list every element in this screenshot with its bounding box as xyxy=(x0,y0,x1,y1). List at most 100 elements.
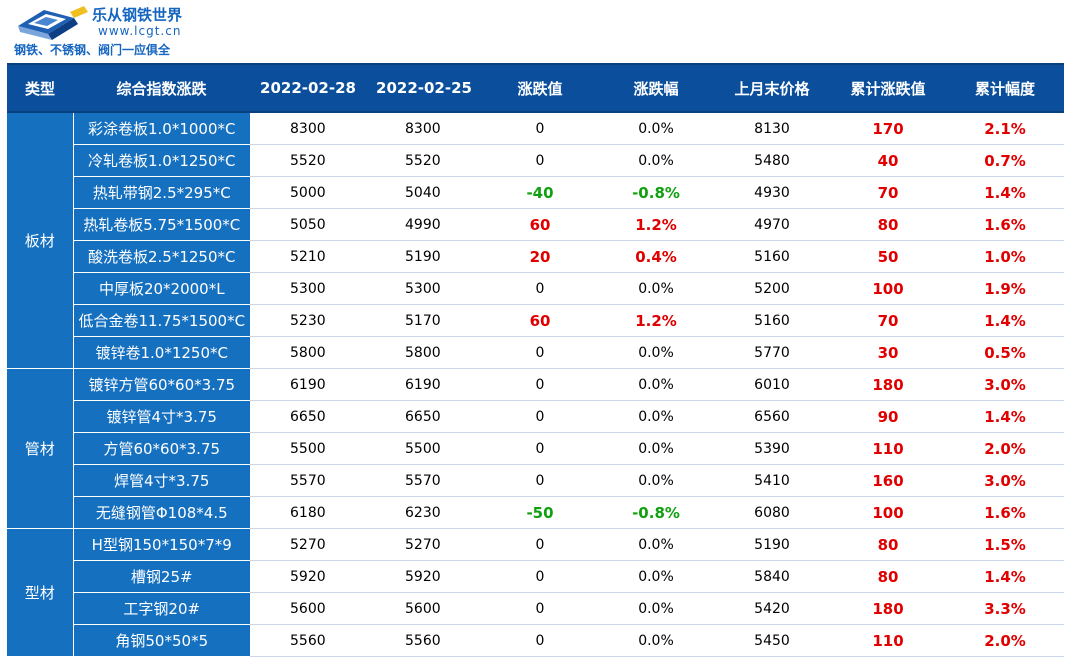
table-row: 槽钢25# 5920 5920 0 0.0% 5840 80 1.4% xyxy=(7,560,1064,593)
last-month-price-cell: 5190 xyxy=(714,528,830,561)
cumulative-pct-cell: 1.5% xyxy=(946,528,1064,561)
cumulative-change-cell: 70 xyxy=(830,304,946,337)
product-name-cell: 低合金卷11.75*1500*C xyxy=(72,304,250,337)
cumulative-pct-cell: 1.4% xyxy=(946,176,1064,209)
steel-price-index-table: 类型 综合指数涨跌 2022-02-28 2022-02-25 涨跌值 涨跌幅 … xyxy=(7,63,1064,657)
last-month-price-cell: 4930 xyxy=(714,176,830,209)
change-pct-cell: 0.0% xyxy=(598,592,714,625)
change-value-cell: 0 xyxy=(482,592,598,625)
cumulative-pct-cell: 2.1% xyxy=(946,112,1064,145)
change-value-cell: 0 xyxy=(482,560,598,593)
brand-name: 乐从钢铁世界 xyxy=(92,6,183,24)
last-month-price-cell: 6080 xyxy=(714,496,830,529)
cumulative-pct-cell: 1.4% xyxy=(946,560,1064,593)
product-name-cell: 槽钢25# xyxy=(72,560,250,593)
price-current-cell: 5050 xyxy=(250,208,366,241)
change-pct-cell: 0.0% xyxy=(598,432,714,465)
header-change-pct: 涨跌幅 xyxy=(598,63,714,113)
change-pct-cell: 0.0% xyxy=(598,368,714,401)
change-value-cell: 0 xyxy=(482,624,598,657)
price-previous-cell: 5600 xyxy=(366,592,482,625)
table-row: 热轧带钢2.5*295*C 5000 5040 -40 -0.8% 4930 70 1.4% xyxy=(7,176,1064,209)
cumulative-pct-cell: 1.4% xyxy=(946,400,1064,433)
cumulative-pct-cell: 1.6% xyxy=(946,208,1064,241)
price-previous-cell: 5920 xyxy=(366,560,482,593)
product-name-cell: 热轧带钢2.5*295*C xyxy=(72,176,250,209)
price-previous-cell: 5570 xyxy=(366,464,482,497)
price-current-cell: 5560 xyxy=(250,624,366,657)
table-header-row: 类型 综合指数涨跌 2022-02-28 2022-02-25 涨跌值 涨跌幅 … xyxy=(7,63,1064,113)
price-current-cell: 5210 xyxy=(250,240,366,273)
cumulative-change-cell: 80 xyxy=(830,528,946,561)
last-month-price-cell: 5160 xyxy=(714,304,830,337)
price-current-cell: 5300 xyxy=(250,272,366,305)
cumulative-change-cell: 70 xyxy=(830,176,946,209)
last-month-price-cell: 5770 xyxy=(714,336,830,369)
price-current-cell: 6190 xyxy=(250,368,366,401)
change-value-cell: 0 xyxy=(482,528,598,561)
header-item: 综合指数涨跌 xyxy=(73,63,250,113)
header-type: 类型 xyxy=(7,63,73,113)
cumulative-change-cell: 100 xyxy=(830,272,946,305)
cumulative-change-cell: 90 xyxy=(830,400,946,433)
last-month-price-cell: 6010 xyxy=(714,368,830,401)
header-cumulative-change: 累计涨跌值 xyxy=(830,63,946,113)
price-current-cell: 5600 xyxy=(250,592,366,625)
change-value-cell: 20 xyxy=(482,240,598,273)
price-current-cell: 5270 xyxy=(250,528,366,561)
product-name-cell: 彩涂卷板1.0*1000*C xyxy=(72,112,250,145)
table-row: 镀锌管4寸*3.75 6650 6650 0 0.0% 6560 90 1.4% xyxy=(7,400,1064,433)
price-previous-cell: 5170 xyxy=(366,304,482,337)
change-pct-cell: 0.0% xyxy=(598,144,714,177)
change-pct-cell: 0.4% xyxy=(598,240,714,273)
table-row: 酸洗卷板2.5*1250*C 5210 5190 20 0.4% 5160 50 1.0% xyxy=(7,240,1064,273)
cumulative-pct-cell: 3.0% xyxy=(946,368,1064,401)
price-previous-cell: 5190 xyxy=(366,240,482,273)
product-name-cell: 镀锌管4寸*3.75 xyxy=(72,400,250,433)
change-value-cell: -40 xyxy=(482,176,598,209)
product-name-cell: 热轧卷板5.75*1500*C xyxy=(72,208,250,241)
change-pct-cell: -0.8% xyxy=(598,176,714,209)
change-pct-cell: 0.0% xyxy=(598,336,714,369)
product-name-cell: 中厚板20*2000*L xyxy=(72,272,250,305)
cumulative-change-cell: 30 xyxy=(830,336,946,369)
category-cell: 板材 xyxy=(7,112,73,369)
cumulative-change-cell: 80 xyxy=(830,560,946,593)
cumulative-pct-cell: 0.5% xyxy=(946,336,1064,369)
change-value-cell: 0 xyxy=(482,272,598,305)
header-date-current: 2022-02-28 xyxy=(250,63,366,113)
table-row: 方管60*60*3.75 5500 5500 0 0.0% 5390 110 2.0% xyxy=(7,432,1064,465)
price-previous-cell: 4990 xyxy=(366,208,482,241)
cumulative-pct-cell: 0.7% xyxy=(946,144,1064,177)
change-value-cell: 0 xyxy=(482,112,598,145)
cumulative-change-cell: 170 xyxy=(830,112,946,145)
cumulative-change-cell: 50 xyxy=(830,240,946,273)
header-cumulative-pct: 累计幅度 xyxy=(946,63,1064,113)
product-name-cell: H型钢150*150*7*9 xyxy=(72,528,250,561)
price-previous-cell: 6230 xyxy=(366,496,482,529)
change-value-cell: 60 xyxy=(482,208,598,241)
product-name-cell: 焊管4寸*3.75 xyxy=(72,464,250,497)
product-name-cell: 冷轧卷板1.0*1250*C xyxy=(72,144,250,177)
last-month-price-cell: 5420 xyxy=(714,592,830,625)
cumulative-change-cell: 110 xyxy=(830,624,946,657)
last-month-price-cell: 5390 xyxy=(714,432,830,465)
change-pct-cell: 1.2% xyxy=(598,304,714,337)
header-last-month-price: 上月末价格 xyxy=(714,63,830,113)
change-value-cell: 0 xyxy=(482,432,598,465)
price-current-cell: 5800 xyxy=(250,336,366,369)
price-previous-cell: 5800 xyxy=(366,336,482,369)
last-month-price-cell: 6560 xyxy=(714,400,830,433)
product-name-cell: 镀锌方管60*60*3.75 xyxy=(72,368,250,401)
price-current-cell: 5500 xyxy=(250,432,366,465)
table-row: 热轧卷板5.75*1500*C 5050 4990 60 1.2% 4970 80 1.6% xyxy=(7,208,1064,241)
price-current-cell: 6650 xyxy=(250,400,366,433)
cumulative-pct-cell: 1.9% xyxy=(946,272,1064,305)
price-current-cell: 5570 xyxy=(250,464,366,497)
product-name-cell: 无缝钢管Φ108*4.5 xyxy=(72,496,250,529)
price-previous-cell: 5560 xyxy=(366,624,482,657)
brand-logo: 乐从钢铁世界 www.lcgt.cn 钢铁、不锈钢、阀门一应俱全 xyxy=(8,2,208,60)
change-pct-cell: 0.0% xyxy=(598,400,714,433)
last-month-price-cell: 5200 xyxy=(714,272,830,305)
change-value-cell: 0 xyxy=(482,368,598,401)
